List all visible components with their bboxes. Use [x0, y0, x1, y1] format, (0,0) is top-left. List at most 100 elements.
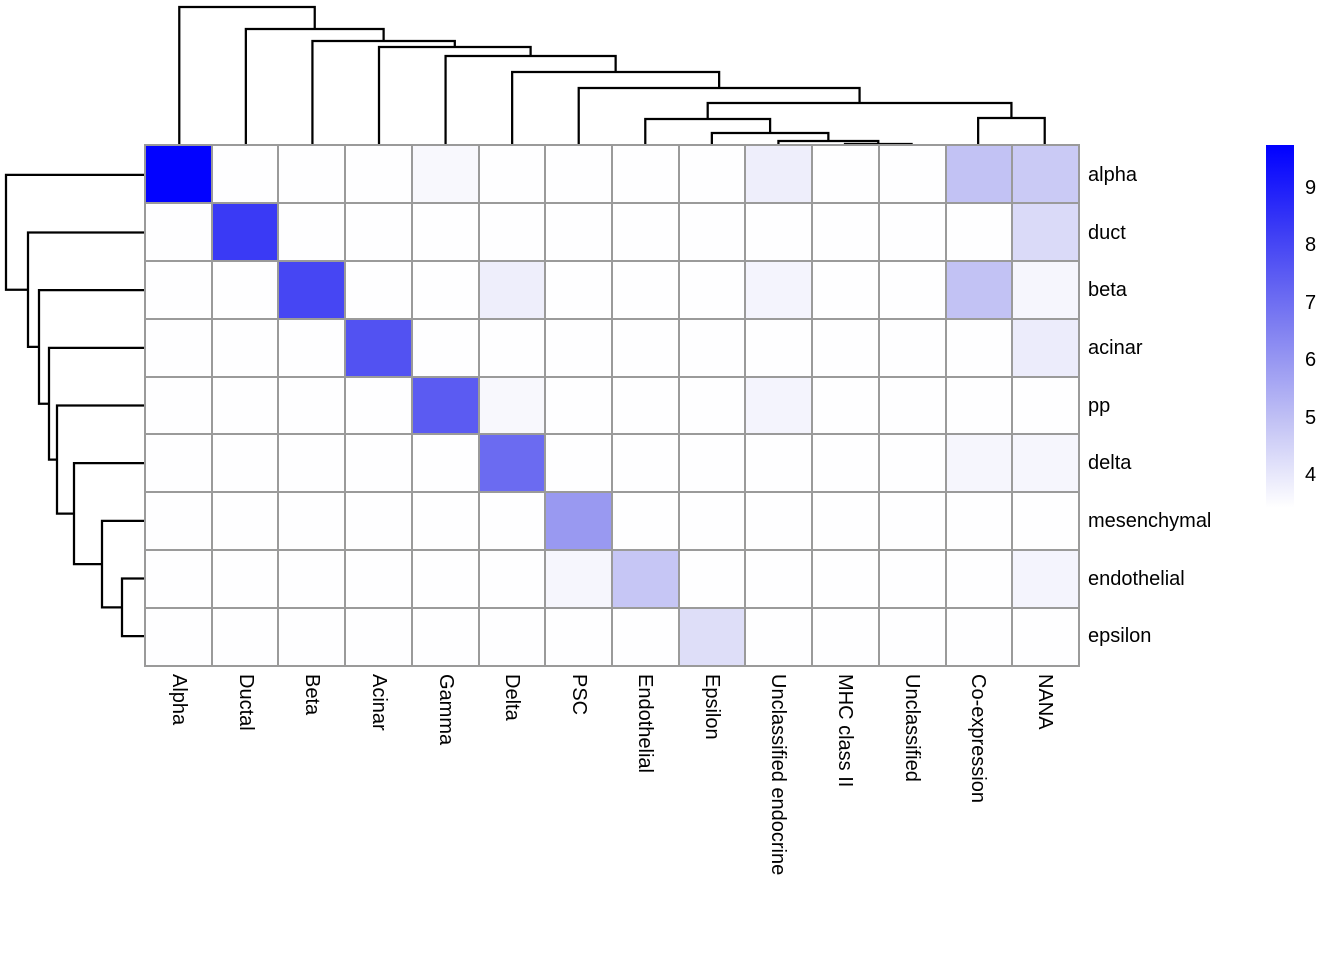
heatmap-cell	[146, 377, 211, 434]
heatmap-cell	[879, 435, 945, 492]
heatmap-cell	[746, 493, 812, 550]
heatmap-cell	[946, 203, 1012, 260]
heatmap-cell	[279, 319, 345, 376]
heatmap-cell	[813, 261, 878, 318]
heatmap-cell	[613, 319, 678, 376]
heatmap-cell	[279, 609, 345, 665]
legend-color-bar	[1266, 145, 1294, 508]
heatmap-grid	[144, 144, 1080, 667]
dendrogram-branch	[977, 116, 1046, 146]
row-label: pp	[1088, 394, 1111, 417]
heatmap-cell	[212, 551, 278, 608]
heatmap-cell	[146, 609, 211, 665]
column-label: Delta	[501, 674, 524, 721]
heatmap-cell	[346, 609, 411, 665]
heatmap-cell	[679, 551, 745, 608]
dendrogram-branch	[511, 70, 721, 146]
column-label: Gamma	[434, 674, 457, 746]
heatmap-cell	[1013, 493, 1078, 550]
heatmap-cell	[1013, 146, 1078, 202]
heatmap-cell	[279, 203, 345, 260]
heatmap-cell	[613, 435, 678, 492]
heatmap-cell	[746, 261, 812, 318]
heatmap-cell	[479, 609, 545, 665]
heatmap-cell	[613, 493, 678, 550]
heatmap-cell	[679, 203, 745, 260]
heatmap-cell	[746, 609, 812, 665]
heatmap-cell	[479, 319, 545, 376]
heatmap-cell	[613, 146, 678, 202]
heatmap-cell	[346, 377, 411, 434]
heatmap-cell	[946, 493, 1012, 550]
heatmap-cell	[879, 551, 945, 608]
heatmap-cell	[346, 146, 411, 202]
heatmap-cell	[946, 609, 1012, 665]
column-label: Unclassified	[900, 674, 923, 782]
heatmap-cell	[546, 551, 611, 608]
heatmap-cell	[1013, 551, 1078, 608]
heatmap-cell	[546, 203, 611, 260]
column-label: NANA	[1033, 674, 1056, 730]
heatmap-cell	[346, 203, 411, 260]
heatmap-cell	[146, 203, 211, 260]
heatmap-cell	[146, 261, 211, 318]
heatmap-cell	[412, 146, 478, 202]
legend-tick-label: 4	[1305, 464, 1317, 487]
heatmap-cell	[879, 493, 945, 550]
heatmap-cell	[346, 435, 411, 492]
heatmap-cell	[212, 261, 278, 318]
heatmap-cell	[546, 377, 611, 434]
column-label: MHC class II	[834, 674, 856, 788]
heatmap-cell	[412, 493, 478, 550]
heatmap-cell	[479, 203, 545, 260]
row-label: beta	[1088, 279, 1127, 302]
row-label: mesenchymal	[1088, 509, 1212, 532]
heatmap-cell	[412, 203, 478, 260]
heatmap-cell	[879, 319, 945, 376]
legend-tick-label: 8	[1305, 234, 1317, 257]
heatmap-cell	[946, 551, 1012, 608]
row-label: epsilon	[1088, 625, 1152, 648]
heatmap-cell	[813, 493, 878, 550]
heatmap-cell	[679, 377, 745, 434]
heatmap-cell	[546, 261, 611, 318]
heatmap-cell	[813, 319, 878, 376]
dendrogram-branch	[120, 577, 146, 638]
heatmap-cell	[279, 377, 345, 434]
dendrogram-branch	[178, 5, 316, 146]
row-label: duct	[1088, 221, 1126, 244]
heatmap-cell	[946, 261, 1012, 318]
heatmap-cell	[212, 146, 278, 202]
heatmap-cell	[212, 609, 278, 665]
dendrogram-branch	[577, 86, 861, 146]
dendrogram-branch	[47, 346, 146, 461]
heatmap-cell	[212, 203, 278, 260]
heatmap-cell	[279, 146, 345, 202]
heatmap-cell	[679, 319, 745, 376]
column-label: Co-expression	[967, 674, 990, 803]
dendrogram-branch	[377, 45, 532, 146]
legend-tick-label: 7	[1305, 291, 1317, 314]
row-dendrogram	[4, 173, 146, 638]
heatmap-cell	[813, 609, 878, 665]
heatmap-cell	[946, 435, 1012, 492]
heatmap-cell	[346, 493, 411, 550]
heatmap-cell	[412, 609, 478, 665]
heatmap-cell	[212, 493, 278, 550]
heatmap-cell	[146, 435, 211, 492]
heatmap-cell	[613, 377, 678, 434]
column-label: Acinar	[368, 674, 390, 731]
heatmap-cell	[946, 319, 1012, 376]
heatmap-cell	[946, 146, 1012, 202]
heatmap-cell	[546, 319, 611, 376]
dendrogram-branch	[244, 27, 385, 146]
dendrogram-branch	[706, 101, 1013, 119]
row-label: acinar	[1088, 336, 1143, 359]
heatmap-cell	[479, 551, 545, 608]
heatmap-cell	[879, 203, 945, 260]
heatmap-cell	[1013, 319, 1078, 376]
heatmap-cell	[813, 203, 878, 260]
heatmap-cell	[146, 146, 211, 202]
